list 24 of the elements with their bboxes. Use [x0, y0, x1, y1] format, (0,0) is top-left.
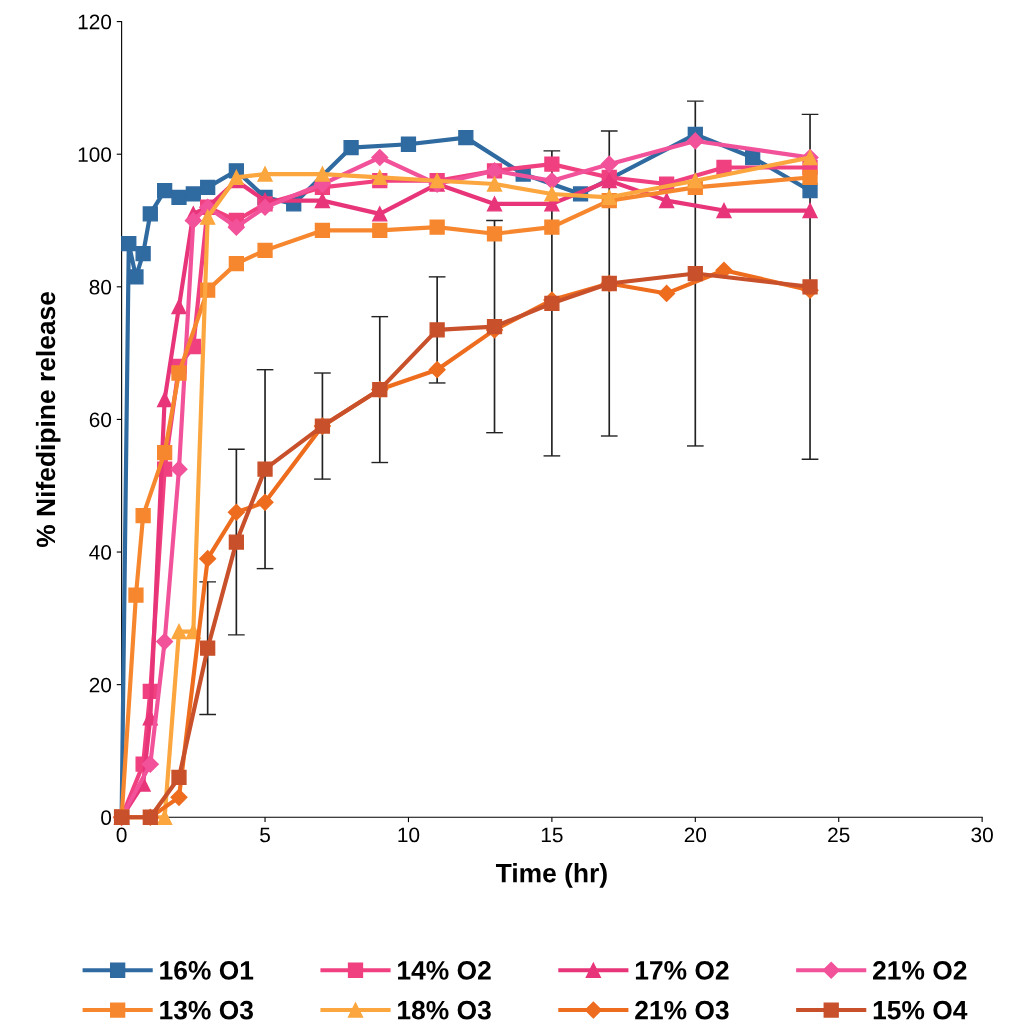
legend-label: 21% O2	[873, 961, 967, 980]
x-tick-label: 15	[541, 827, 563, 843]
y-axis-title: % Nifedipine release	[35, 291, 61, 548]
x-tick-label: 25	[828, 827, 850, 843]
x-tick-label: 0	[116, 827, 127, 843]
x-axis-title: Time (hr)	[495, 863, 607, 888]
legend-label: 17% O2	[635, 961, 729, 980]
legend-label: 18% O3	[398, 1000, 491, 1020]
legend-label: 14% O2	[398, 961, 491, 980]
x-tick-label: 30	[971, 827, 993, 843]
y-tick-label: 60	[89, 412, 112, 428]
y-tick-label: 120	[78, 14, 112, 30]
y-tick-label: 40	[89, 545, 112, 560]
legend-label: 16% O1	[160, 961, 254, 980]
legend-label: 15% O4	[873, 1000, 968, 1020]
legend-label: 13% O3	[160, 1000, 253, 1020]
x-tick-label: 10	[398, 827, 420, 843]
y-tick-label: 100	[78, 147, 112, 162]
x-tick-label: 20	[684, 827, 707, 843]
y-tick-label: 80	[89, 279, 112, 295]
x-tick-label: 5	[260, 827, 270, 843]
legend-label: 21% O3	[635, 1000, 729, 1020]
y-tick-label: 20	[89, 677, 112, 693]
y-tick-label: 0	[101, 810, 112, 826]
